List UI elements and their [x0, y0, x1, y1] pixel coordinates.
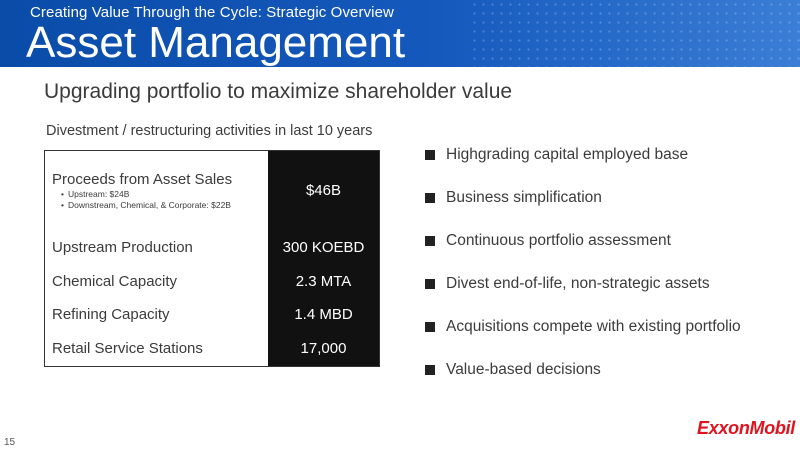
- square-bullet-icon: [425, 321, 435, 332]
- sub-item-list: Upstream: $24B Downstream, Chemical, & C…: [52, 189, 268, 211]
- bullet-item: Value-based decisions: [425, 348, 741, 391]
- slide-subtitle: Upgrading portfolio to maximize sharehol…: [44, 80, 513, 103]
- bullet-text: Business simplification: [446, 188, 602, 206]
- sub-item: Downstream, Chemical, & Corporate: $22B: [61, 200, 268, 211]
- bullet-text: Continuous portfolio assessment: [446, 231, 671, 249]
- table-row: Chemical Capacity 2.3 MTA: [44, 264, 380, 299]
- table-row: Retail Service Stations 17,000: [44, 331, 380, 367]
- square-bullet-icon: [425, 364, 435, 375]
- page-number: 15: [4, 437, 16, 448]
- table-row-label: Upstream Production: [44, 230, 268, 265]
- bullet-item: Acquisitions compete with existing portf…: [425, 305, 741, 348]
- bullet-item: Highgrading capital employed base: [425, 133, 741, 176]
- table-row-label: Proceeds from Asset Sales: [52, 170, 233, 188]
- header-dot-pattern: [470, 0, 800, 67]
- header-banner: Creating Value Through the Cycle: Strate…: [0, 0, 800, 67]
- table-row-label: Chemical Capacity: [44, 264, 268, 299]
- square-bullet-icon: [425, 278, 435, 289]
- square-bullet-icon: [425, 149, 435, 160]
- table-row-value: 2.3 MTA: [268, 264, 380, 299]
- table-row: Proceeds from Asset Sales Upstream: $24B…: [44, 150, 380, 231]
- exxonmobil-logo: ExxonMobil: [697, 418, 796, 438]
- table-caption: Divestment / restructuring activities in…: [46, 123, 373, 139]
- slide-supertitle: Creating Value Through the Cycle: Strate…: [30, 4, 394, 21]
- bullet-item: Divest end-of-life, non-strategic assets: [425, 262, 741, 305]
- slide-title: Asset Management: [26, 18, 406, 67]
- table-row-value: $46B: [268, 150, 380, 231]
- bullet-text: Highgrading capital employed base: [446, 145, 689, 163]
- table-row-label-cell: Proceeds from Asset Sales Upstream: $24B…: [44, 150, 268, 231]
- table-row-value: 1.4 MBD: [268, 298, 380, 332]
- table-row-label: Retail Service Stations: [44, 331, 268, 367]
- table-row: Refining Capacity 1.4 MBD: [44, 298, 380, 332]
- bullet-list: Highgrading capital employed base Busine…: [425, 133, 741, 391]
- square-bullet-icon: [425, 192, 435, 203]
- bullet-text: Divest end-of-life, non-strategic assets: [446, 274, 710, 292]
- square-bullet-icon: [425, 235, 435, 246]
- table-row-label: Refining Capacity: [44, 298, 268, 332]
- divestment-table: Proceeds from Asset Sales Upstream: $24B…: [44, 150, 380, 367]
- sub-item: Upstream: $24B: [61, 189, 268, 200]
- table-row-value: 300 KOEBD: [268, 230, 380, 265]
- table-row: Upstream Production 300 KOEBD: [44, 230, 380, 265]
- bullet-item: Business simplification: [425, 176, 741, 219]
- bullet-text: Acquisitions compete with existing portf…: [446, 317, 741, 335]
- table-row-value: 17,000: [268, 331, 380, 367]
- bullet-item: Continuous portfolio assessment: [425, 219, 741, 262]
- bullet-text: Value-based decisions: [446, 360, 601, 378]
